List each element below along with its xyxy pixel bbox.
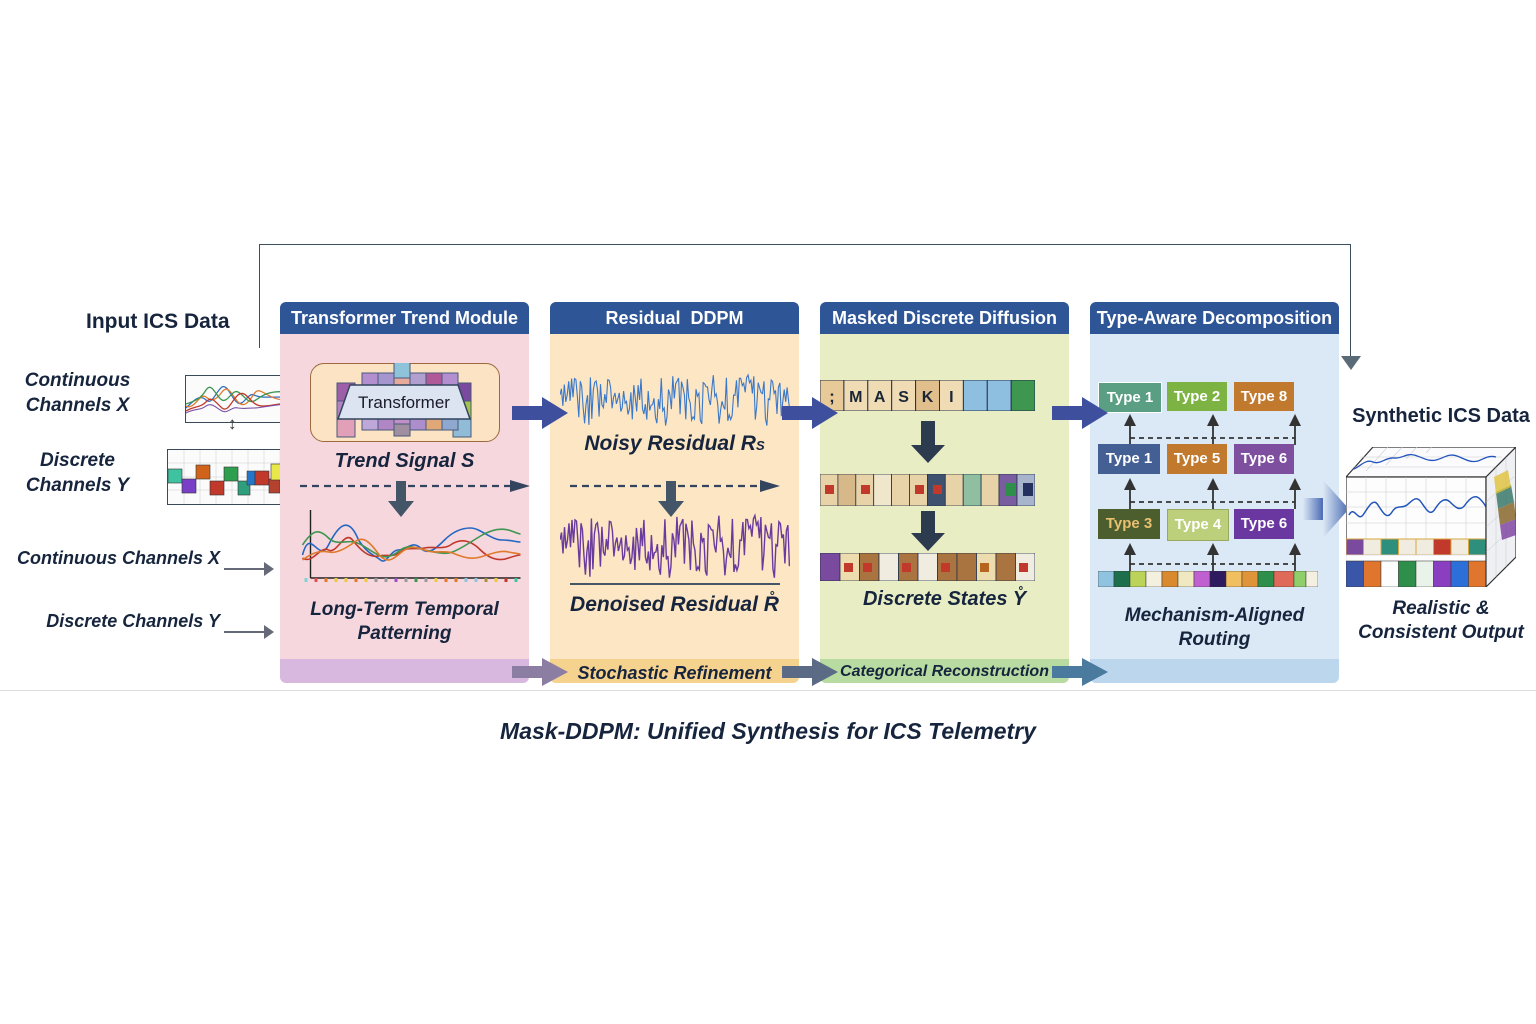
svg-text:M: M [849,389,862,406]
svg-text:K: K [922,389,934,406]
svg-text:S: S [898,389,909,406]
svg-text:I: I [949,389,953,406]
svg-text:Transformer: Transformer [358,393,450,412]
svg-text:A: A [874,389,886,406]
